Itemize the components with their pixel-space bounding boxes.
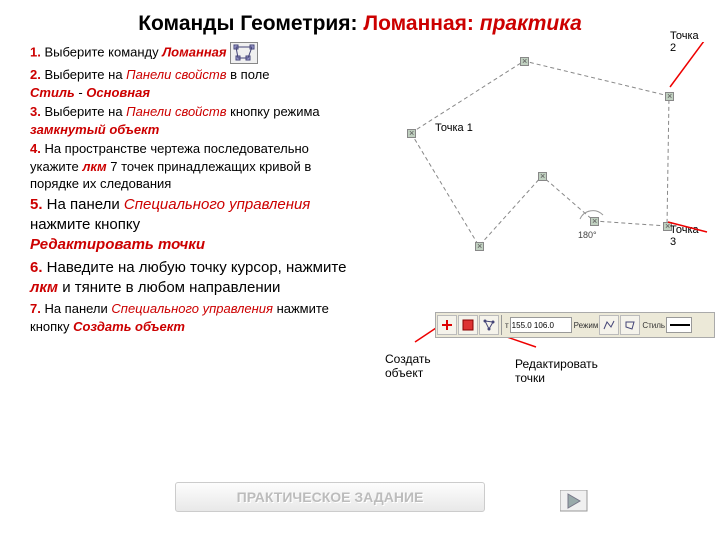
polyline-diagram: 180° [365,47,715,307]
properties-toolbar: т 155.0 106.0 Режим Стиль [435,312,715,338]
instructions: 1. Выберите команду Ломанная 2. Выберите… [30,42,360,337]
polyline-node-3[interactable] [665,92,674,101]
step6-num: 6. [30,259,43,276]
stil-label: Стиль [642,321,665,330]
point1-label: Точка 1 [435,122,473,134]
create-callout: Создать объект [385,352,431,380]
create-object-button[interactable] [437,315,457,335]
title-part1: Команды Геометрия: [138,12,363,35]
step5-num: 5. [30,196,43,213]
title-part3: практика [480,12,582,35]
page-title: Команды Геометрия: Ломанная: практика [0,0,720,42]
polyline-shape [411,61,669,246]
edit-callout: Редактировать точки [515,357,598,385]
rezhim-label: Режим [574,321,599,330]
next-button[interactable] [560,490,588,512]
edit-points-button[interactable] [479,315,499,335]
polyline-icon [230,42,258,64]
angle-label: 180° [578,230,597,240]
step3-num: 3. [30,104,41,119]
point2-label: Точка 2 [670,30,700,54]
step1-num: 1. [30,44,41,59]
title-part2: Ломанная: [363,12,479,35]
t-label: т [505,321,509,330]
polyline-node-5[interactable] [590,217,599,226]
practice-button[interactable]: ПРАКТИЧЕСКОЕ ЗАДАНИЕ [175,482,485,512]
diagram-area: 180° Точка 1 Точка 2 Точка 3 т 155.0 106… [360,42,700,337]
style-field[interactable] [666,317,692,333]
mode-closed-button[interactable] [620,315,640,335]
polyline-node-7[interactable] [475,242,484,251]
step4-num: 4. [30,141,41,156]
mode-open-button[interactable] [599,315,619,335]
coord-field[interactable]: 155.0 106.0 [510,317,572,333]
polyline-node-2[interactable] [520,57,529,66]
polyline-node-1[interactable] [407,129,416,138]
stop-button[interactable] [458,315,478,335]
step1-cmd: Ломанная [162,44,226,59]
polyline-node-6[interactable] [538,172,547,181]
step7-num: 7. [30,301,41,316]
step2-num: 2. [30,67,41,82]
point3-label: Точка 3 [670,224,700,248]
step1-text: Выберите команду [41,44,162,59]
